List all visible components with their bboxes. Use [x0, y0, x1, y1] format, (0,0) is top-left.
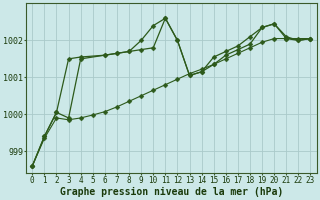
- X-axis label: Graphe pression niveau de la mer (hPa): Graphe pression niveau de la mer (hPa): [60, 186, 283, 197]
